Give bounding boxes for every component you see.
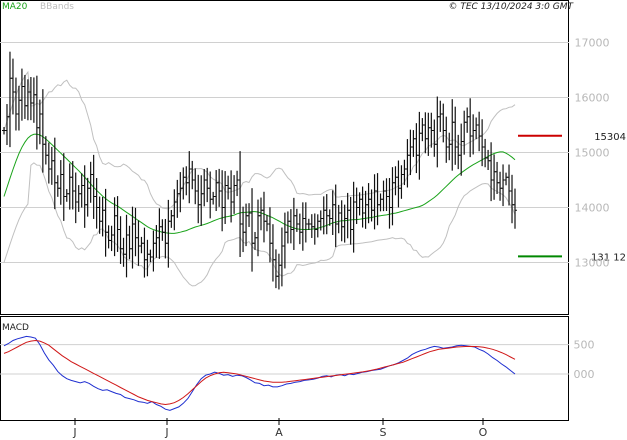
price-bars [2,51,517,290]
x-tick-label: J [72,426,76,439]
price-y-tick: 15000 [575,147,610,160]
bollinger-bands [3,70,516,287]
macd-label: MACD [2,323,29,333]
legend-bbands: BBands [40,2,74,12]
legend-ma20: MA20 [2,2,28,12]
bband-lower [3,162,516,287]
macd-panel-frame [0,316,569,421]
macd-y-tick: 500 [574,339,595,352]
resistance-label: 15304 [594,132,626,143]
support-label: 131 12 [591,252,626,263]
x-tick-label: O [479,426,488,439]
x-tick-label: J [164,426,168,439]
ma20-path [3,133,516,234]
ma20-line [3,133,516,234]
price-y-tick: 16000 [575,92,610,105]
price-y-tick: 14000 [575,202,610,215]
macd-lines [3,335,516,411]
y-tick-labels: 13000 14000 15000 16000 17000 000 500 [574,37,610,381]
macd-y-tick: 000 [574,368,595,381]
price-y-tick: 17000 [575,37,610,50]
macd-line [3,335,516,411]
price-levels: 15304 131 12 [518,132,626,263]
signal-line [3,339,516,406]
bband-upper [3,70,516,210]
price-y-tick: 13000 [575,257,610,270]
x-tick-label: S [380,426,387,439]
x-tick-label: A [275,426,283,439]
price-bar [513,188,517,229]
copyright-label: © TEC 13/10/2024 3:0 GMT [448,2,574,12]
